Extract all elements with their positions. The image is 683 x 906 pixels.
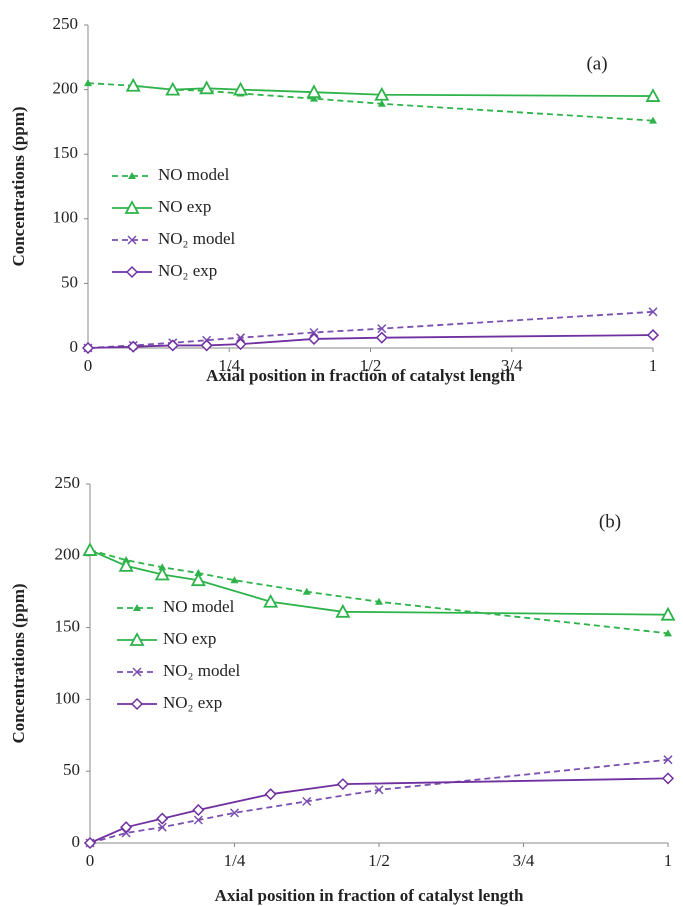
marker [166, 339, 179, 352]
x-tick-label: 1 [649, 356, 658, 375]
y-tick-label: 250 [55, 473, 81, 492]
marker [646, 329, 660, 342]
marker [192, 803, 205, 817]
marker [375, 331, 388, 344]
marker [118, 557, 134, 572]
marker [375, 597, 383, 605]
marker [309, 327, 319, 338]
legend-label: NO model [163, 597, 235, 616]
marker [230, 576, 239, 584]
y-tick-label: 50 [61, 272, 78, 291]
y-tick-label: 200 [53, 79, 79, 98]
marker [82, 542, 98, 556]
marker [83, 836, 97, 850]
marker [127, 340, 140, 353]
series-line [89, 549, 669, 635]
marker [306, 84, 322, 99]
legend-marker [128, 172, 136, 179]
y-tick-label: 200 [55, 545, 81, 564]
legend-marker [127, 235, 137, 245]
x-tick-label: 0 [84, 356, 93, 375]
x-tick-label: 3/4 [501, 356, 523, 375]
legend-label: NO₂ model [163, 661, 240, 680]
marker [263, 593, 279, 608]
legend-marker [130, 697, 144, 711]
legend-label: NO₂ exp [163, 693, 222, 712]
marker [374, 785, 384, 795]
marker [310, 94, 318, 102]
marker [125, 77, 141, 92]
annotation: (b) [599, 511, 621, 532]
marker [302, 796, 312, 806]
series-line [87, 310, 654, 349]
legend-label: NO model [158, 165, 230, 184]
marker [664, 629, 672, 637]
marker [165, 81, 181, 96]
marker [154, 566, 170, 581]
marker [190, 572, 206, 587]
legend-marker [133, 604, 141, 611]
y-tick-label: 0 [72, 832, 81, 851]
x-tick-label: 1/2 [368, 851, 390, 870]
marker [234, 338, 247, 351]
series-line [87, 334, 654, 349]
marker [120, 821, 133, 834]
marker [336, 778, 349, 791]
y-tick-label: 0 [70, 337, 79, 356]
legend-marker [124, 200, 140, 214]
legend-marker [125, 265, 139, 279]
y-tick-label: 150 [55, 617, 81, 636]
marker [377, 324, 387, 334]
y-axis-label: Concentrations (ppm) [9, 106, 28, 266]
marker [648, 307, 658, 317]
marker [156, 812, 169, 825]
marker [307, 332, 321, 346]
marker [661, 772, 675, 785]
marker [335, 603, 351, 618]
legend-label: NO₂ model [158, 229, 235, 248]
x-tick-label: 1/2 [360, 356, 382, 375]
marker [302, 587, 311, 595]
marker [229, 808, 240, 818]
marker [199, 80, 215, 95]
x-axis-label: Axial position in fraction of catalyst l… [206, 366, 515, 385]
x-tick-label: 1/4 [218, 356, 240, 375]
marker [374, 86, 390, 101]
legend-label: NO₂ exp [158, 261, 217, 280]
legend-marker [132, 667, 142, 677]
x-tick-label: 3/4 [513, 851, 535, 870]
marker [84, 79, 92, 87]
series-line [89, 777, 669, 844]
y-tick-label: 100 [55, 688, 81, 707]
marker [157, 822, 167, 832]
marker [236, 333, 246, 343]
marker [649, 116, 657, 124]
y-tick-label: 250 [53, 14, 79, 33]
y-axis-label: Concentrations (ppm) [9, 583, 28, 743]
x-tick-label: 0 [86, 851, 95, 870]
marker [193, 815, 203, 825]
x-tick-label: 1/4 [224, 851, 246, 870]
marker [233, 81, 249, 96]
marker [200, 339, 213, 352]
marker [663, 755, 673, 765]
legend-marker [129, 632, 145, 646]
marker [81, 341, 95, 355]
y-tick-label: 100 [53, 208, 79, 227]
marker [660, 606, 676, 621]
x-tick-label: 1 [664, 851, 673, 870]
series-line [89, 758, 669, 844]
legend-label: NO exp [158, 197, 211, 216]
marker [645, 88, 661, 102]
marker [377, 99, 386, 107]
x-axis-label: Axial position in fraction of catalyst l… [215, 886, 524, 905]
annotation: (a) [586, 53, 607, 74]
y-tick-label: 150 [53, 143, 79, 162]
y-tick-label: 50 [63, 760, 80, 779]
marker [264, 788, 277, 801]
legend-label: NO exp [163, 629, 216, 648]
